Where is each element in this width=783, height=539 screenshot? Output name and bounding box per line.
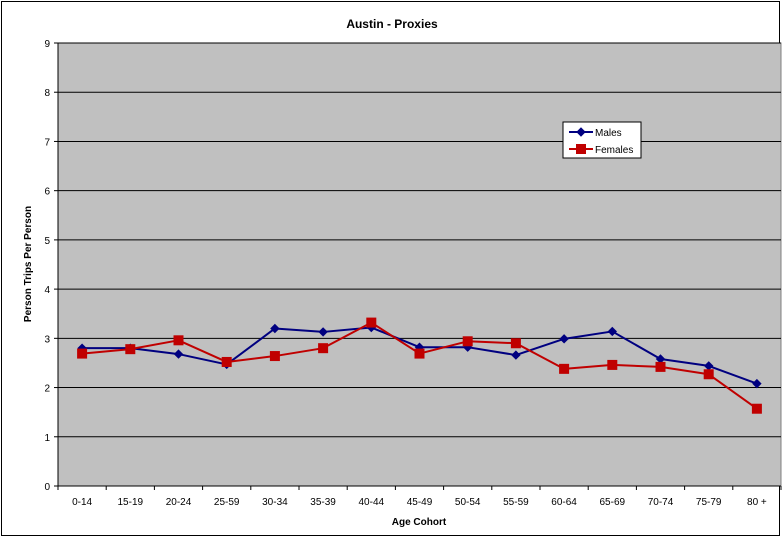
legend-label: Females <box>595 145 633 156</box>
chart-title: Austin - Proxies <box>346 17 438 31</box>
y-tick-label: 9 <box>44 39 50 50</box>
data-point-marker <box>173 335 184 346</box>
data-point-marker <box>607 359 618 370</box>
data-point-marker <box>270 323 280 334</box>
data-point-marker <box>318 327 328 337</box>
y-tick-label: 0 <box>44 482 50 493</box>
x-axis-label: Age Cohort <box>392 517 447 528</box>
x-tick-label: 30-34 <box>262 497 288 508</box>
y-tick-label: 2 <box>44 384 50 395</box>
x-tick-label: 70-74 <box>648 497 674 508</box>
legend-item-females: Females <box>569 144 633 156</box>
x-tick-label: 15-19 <box>118 497 144 508</box>
x-tick-label: 50-54 <box>455 497 481 508</box>
x-tick-label: 20-24 <box>166 497 192 508</box>
data-point-marker <box>559 334 569 344</box>
data-point-marker <box>510 338 521 349</box>
x-axis-ticks: 0-14 15-19 20-24 25-59 30-34 35-39 40-44 45-49 5… <box>57 486 782 508</box>
data-point-marker <box>318 343 329 354</box>
data-point-marker <box>173 349 184 359</box>
data-point-marker <box>576 127 586 137</box>
plot-area <box>57 42 782 487</box>
x-tick-label: 75-79 <box>696 497 722 508</box>
data-point-marker <box>559 363 570 374</box>
data-point-marker <box>269 351 280 362</box>
y-axis-label: Person Trips Per Person <box>23 206 34 322</box>
data-point-marker <box>751 403 762 414</box>
y-tick-label: 8 <box>44 88 50 99</box>
x-tick-label: 35-39 <box>310 497 336 508</box>
x-tick-label: 40-44 <box>359 497 385 508</box>
series-layer <box>77 317 762 414</box>
gridlines <box>58 42 781 438</box>
data-point-marker <box>655 361 666 372</box>
x-tick-label: 45-49 <box>407 497 433 508</box>
data-point-marker <box>366 317 377 328</box>
data-point-marker <box>752 378 762 389</box>
x-tick-label: 80 + <box>747 497 767 508</box>
y-tick-label: 6 <box>44 187 50 198</box>
y-tick-label: 7 <box>44 137 50 148</box>
legend-label: Males <box>595 128 622 139</box>
legend: Males Females <box>562 121 642 159</box>
data-point-marker <box>607 326 618 337</box>
data-point-marker <box>462 336 473 347</box>
series-females <box>77 317 762 414</box>
legend-item-males: Males <box>569 127 622 139</box>
x-tick-label: 55-59 <box>503 497 529 508</box>
data-point-marker <box>221 356 232 367</box>
y-tick-label: 3 <box>44 334 50 345</box>
x-tick-label: 60-64 <box>551 497 577 508</box>
y-tick-label: 4 <box>44 285 50 296</box>
data-point-marker <box>125 344 136 355</box>
x-tick-label: 25-59 <box>214 497 240 508</box>
data-point-marker <box>77 348 88 359</box>
data-point-marker <box>703 369 714 380</box>
y-tick-label: 1 <box>44 433 50 444</box>
y-tick-label: 5 <box>44 236 50 247</box>
axes <box>57 43 781 487</box>
data-point-marker <box>511 350 521 360</box>
x-tick-label: 0-14 <box>72 497 92 508</box>
data-point-marker <box>414 348 425 359</box>
data-point-marker <box>576 144 586 154</box>
x-tick-label: 65-69 <box>600 497 626 508</box>
y-axis-ticks: 0 1 2 3 4 5 6 7 8 9 <box>44 39 58 493</box>
